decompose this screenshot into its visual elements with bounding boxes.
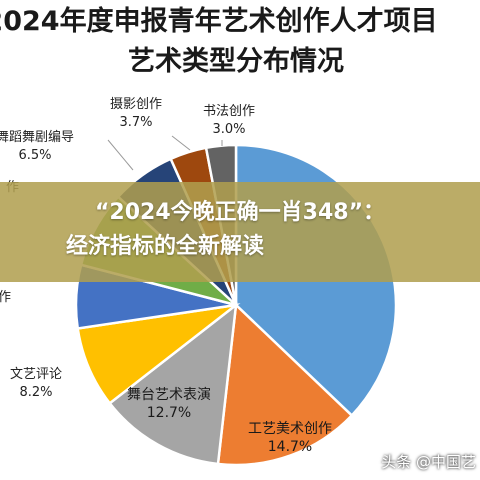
headline-line1: “2024今晚正确一肖348”： [94, 200, 386, 225]
slice-label-calligraphy: 书法创作 3.0% [203, 103, 255, 139]
slice-label-photography: 摄影创作 3.7% [110, 96, 162, 132]
slice-label-criticism: 文艺评论 8.2% [10, 366, 62, 402]
slice-label-pct: 6.5% [18, 148, 52, 163]
slice-label-name: 摄影创作 [110, 97, 163, 112]
chart-subtitle: 艺术类型分布情况 [128, 46, 344, 77]
watermark: 头条 @中国艺 [381, 453, 476, 471]
slice-label-name: 书法创作 [203, 104, 256, 119]
headline-line2: 经济指标的全新解读 [65, 234, 264, 259]
headline-banner[interactable]: “2024今晚正确一肖348”： 经济指标的全新解读 [0, 182, 480, 282]
slice-label-crafts: 工艺美术创作 14.7% [248, 420, 332, 456]
slice-label-name: 作 [0, 290, 12, 305]
slice-label-pct: 8.2% [19, 385, 53, 400]
slice-label-stage: 舞台艺术表演 12.7% [127, 386, 211, 422]
slice-label-name: 舞蹈舞剧编导 [0, 130, 75, 145]
slice-label-name: 工艺美术创作 [248, 421, 332, 437]
slice-label-partial-mid: 作 [0, 289, 11, 307]
headline-text: “2024今晚正确一肖348”： 经济指标的全新解读 [0, 182, 480, 264]
slice-label-name: 舞台艺术表演 [127, 387, 211, 403]
pie-slice-2 [107, 302, 238, 466]
slice-label-pct: 3.0% [212, 122, 246, 137]
chart-title-line1: 2024年度申报青年艺术创作人才项目 [0, 6, 438, 37]
slice-label-pct: 12.7% [146, 405, 192, 421]
slice-label-pct: 3.7% [119, 115, 153, 130]
pie-slice-1 [216, 302, 354, 467]
slice-label-name: 文艺评论 [10, 367, 63, 382]
leader-line-1 [171, 135, 191, 151]
slice-label-pct: 14.7% [267, 439, 313, 455]
leader-line-2 [107, 139, 134, 171]
slice-label-dance: 舞蹈舞剧编导 6.5% [0, 129, 74, 165]
chart-title: 2024年度申报青年艺术创作人才项目 艺术类型分布情况 [0, 0, 480, 82]
